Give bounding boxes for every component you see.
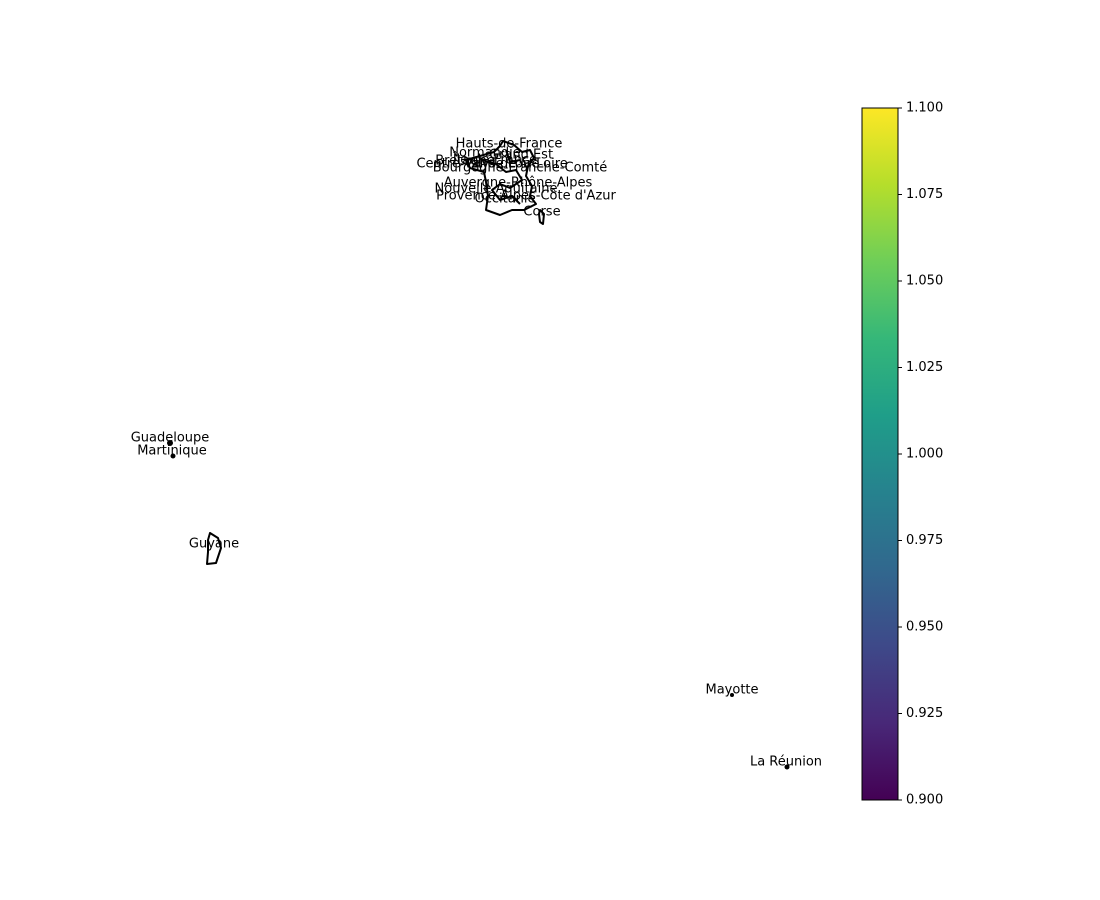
colorbar-tick-label: 0.900 <box>906 793 943 808</box>
colorbar-tick-label: 1.000 <box>906 447 943 462</box>
region-shapes <box>167 140 790 770</box>
colorbar-tick-label: 1.075 <box>906 187 943 202</box>
region-label: Centre-Val de Loire <box>416 157 539 172</box>
guyane-outline <box>206 532 222 565</box>
region-label: Grand Est <box>489 148 553 163</box>
martinique-shape <box>170 453 176 459</box>
region-label: Pays de la Loire <box>466 157 568 172</box>
region-label: Guyane <box>189 537 239 552</box>
colorbar-tick-label: 0.925 <box>906 706 943 721</box>
region-label: Nouvelle-Aquitaine <box>435 182 558 197</box>
region-label: Bourgogne-Franche-Comté <box>433 161 608 176</box>
colorbar: 0.900 0.925 0.950 0.975 1.000 1.025 1.050 1.075… <box>861 101 943 808</box>
colorbar-tick-label: 1.100 <box>906 101 943 116</box>
region-label: Normandie <box>449 146 521 161</box>
region-label: Martinique <box>137 444 207 459</box>
region-label: Bretagne <box>435 154 495 169</box>
region-label: Auvergne-Rhône-Alpes <box>444 176 593 191</box>
guadeloupe-shape <box>167 440 173 446</box>
region-label: Occitanie <box>474 192 535 207</box>
colorbar-fill <box>861 107 899 801</box>
mayotte-shape <box>730 693 734 697</box>
region-label: Hauts-de-France <box>456 137 563 152</box>
region-label: Mayotte <box>705 683 758 698</box>
region-label: La Réunion <box>750 755 822 770</box>
colorbar-tick-label: 0.975 <box>906 533 943 548</box>
corsica-outline <box>538 209 545 225</box>
mainland-outline <box>465 140 537 216</box>
colorbar-tick-label: 1.025 <box>906 360 943 375</box>
colorbar-tick-label: 1.050 <box>906 274 943 289</box>
region-label: Corse <box>523 205 560 220</box>
mainland-inner <box>481 149 523 205</box>
reunion-shape <box>784 764 790 770</box>
region-label: Guadeloupe <box>131 431 210 446</box>
region-label: Île-de-France <box>452 152 537 168</box>
region-label: Provence-Alpes-Côte d'Azur <box>436 189 616 204</box>
colorbar-tick-label: 0.950 <box>906 620 943 635</box>
